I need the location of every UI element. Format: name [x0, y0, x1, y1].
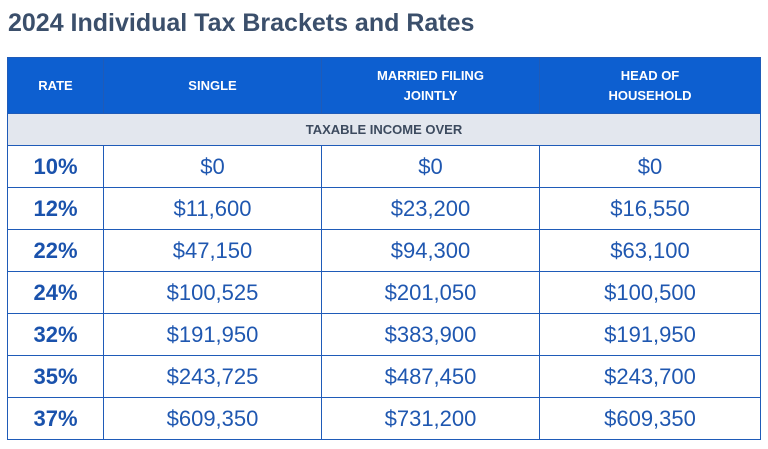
hoh-cell: $0	[539, 145, 761, 188]
header-rate-label: RATE	[38, 77, 73, 93]
header-married-line1: MARRIED FILING	[377, 67, 484, 83]
rate-cell: 10%	[7, 145, 104, 188]
table-row: 35% $243,725 $487,450 $243,700	[7, 355, 761, 398]
single-cell: $100,525	[103, 271, 322, 314]
hoh-cell: $609,350	[539, 397, 761, 440]
tax-brackets-table: RATE SINGLE MARRIED FILING JOINTLY HEAD O…	[7, 57, 761, 440]
table-row: 32% $191,950 $383,900 $191,950	[7, 313, 761, 356]
single-cell: $0	[103, 145, 322, 188]
single-cell: $243,725	[103, 355, 322, 398]
hoh-cell: $191,950	[539, 313, 761, 356]
married-cell: $383,900	[321, 313, 540, 356]
header-head-of-household: HEAD OF HOUSEHOLD	[539, 57, 761, 114]
table-row: 24% $100,525 $201,050 $100,500	[7, 271, 761, 314]
married-cell: $731,200	[321, 397, 540, 440]
rate-cell: 35%	[7, 355, 104, 398]
married-cell: $0	[321, 145, 540, 188]
single-cell: $191,950	[103, 313, 322, 356]
subheader-row: TAXABLE INCOME OVER	[7, 113, 761, 146]
table-row: 10% $0 $0 $0	[7, 145, 761, 188]
header-married-line2: JOINTLY	[403, 87, 458, 103]
taxable-income-over-label: TAXABLE INCOME OVER	[7, 113, 761, 146]
table-row: 37% $609,350 $731,200 $609,350	[7, 397, 761, 440]
header-single-label: SINGLE	[188, 77, 237, 93]
header-row: RATE SINGLE MARRIED FILING JOINTLY HEAD O…	[7, 57, 761, 114]
single-cell: $47,150	[103, 229, 322, 272]
rate-cell: 12%	[7, 187, 104, 230]
header-hoh-line1: HEAD OF	[620, 67, 680, 83]
rate-cell: 24%	[7, 271, 104, 314]
table-row: 12% $11,600 $23,200 $16,550	[7, 187, 761, 230]
hoh-cell: $63,100	[539, 229, 761, 272]
single-cell: $609,350	[103, 397, 322, 440]
hoh-cell: $16,550	[539, 187, 761, 230]
married-cell: $201,050	[321, 271, 540, 314]
hoh-cell: $243,700	[539, 355, 761, 398]
header-married-filing-jointly: MARRIED FILING JOINTLY	[321, 57, 540, 114]
rate-cell: 32%	[7, 313, 104, 356]
married-cell: $94,300	[321, 229, 540, 272]
rate-cell: 37%	[7, 397, 104, 440]
header-single: SINGLE	[103, 57, 322, 114]
married-cell: $23,200	[321, 187, 540, 230]
hoh-cell: $100,500	[539, 271, 761, 314]
header-hoh-line2: HOUSEHOLD	[608, 87, 692, 103]
rate-cell: 22%	[7, 229, 104, 272]
married-cell: $487,450	[321, 355, 540, 398]
page-title: 2024 Individual Tax Brackets and Rates	[8, 9, 475, 37]
header-rate: RATE	[7, 57, 104, 114]
single-cell: $11,600	[103, 187, 322, 230]
table-row: 22% $47,150 $94,300 $63,100	[7, 229, 761, 272]
